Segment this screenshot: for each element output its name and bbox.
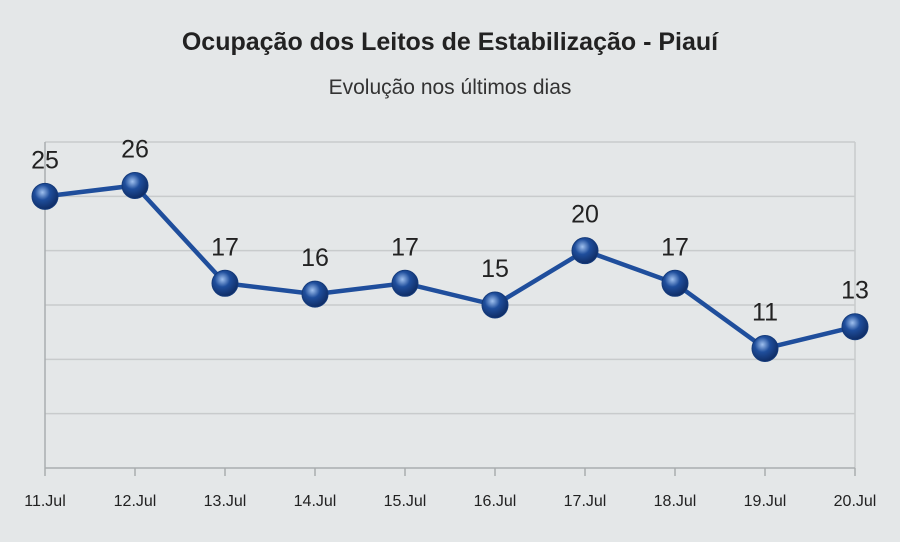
data-point: [751, 334, 779, 362]
data-label: 20: [571, 201, 599, 229]
data-point: [31, 182, 59, 210]
x-tick-label: 13.Jul: [204, 493, 247, 510]
x-tick-label: 16.Jul: [474, 493, 517, 510]
data-point: [211, 269, 239, 297]
data-point: [391, 269, 419, 297]
data-point: [571, 237, 599, 265]
data-point: [481, 291, 509, 319]
data-label: 25: [31, 146, 59, 174]
chart-title: Ocupação dos Leitos de Estabilização - P…: [181, 28, 719, 56]
x-tick-label: 15.Jul: [384, 493, 427, 510]
x-tick-label: 19.Jul: [744, 493, 787, 510]
x-tick-label: 20.Jul: [834, 493, 877, 510]
data-point: [121, 171, 149, 199]
data-label: 17: [661, 233, 689, 261]
x-tick-label: 12.Jul: [114, 493, 157, 510]
x-tick-label: 18.Jul: [654, 493, 697, 510]
data-label: 26: [121, 135, 149, 163]
x-tick-label: 14.Jul: [294, 493, 337, 510]
x-tick-label: 17.Jul: [564, 493, 607, 510]
data-label: 11: [752, 298, 778, 326]
data-label: 17: [211, 233, 239, 261]
data-label: 15: [481, 255, 509, 283]
chart-subtitle: Evolução nos últimos dias: [328, 76, 572, 99]
data-label: 13: [841, 277, 869, 305]
series-line: [44, 183, 856, 351]
data-point: [661, 269, 689, 297]
data-point: [301, 280, 329, 308]
x-tick-label: 11.Jul: [24, 493, 66, 510]
data-label: 16: [301, 244, 329, 272]
data-point: [841, 313, 869, 341]
data-label: 17: [391, 233, 419, 261]
